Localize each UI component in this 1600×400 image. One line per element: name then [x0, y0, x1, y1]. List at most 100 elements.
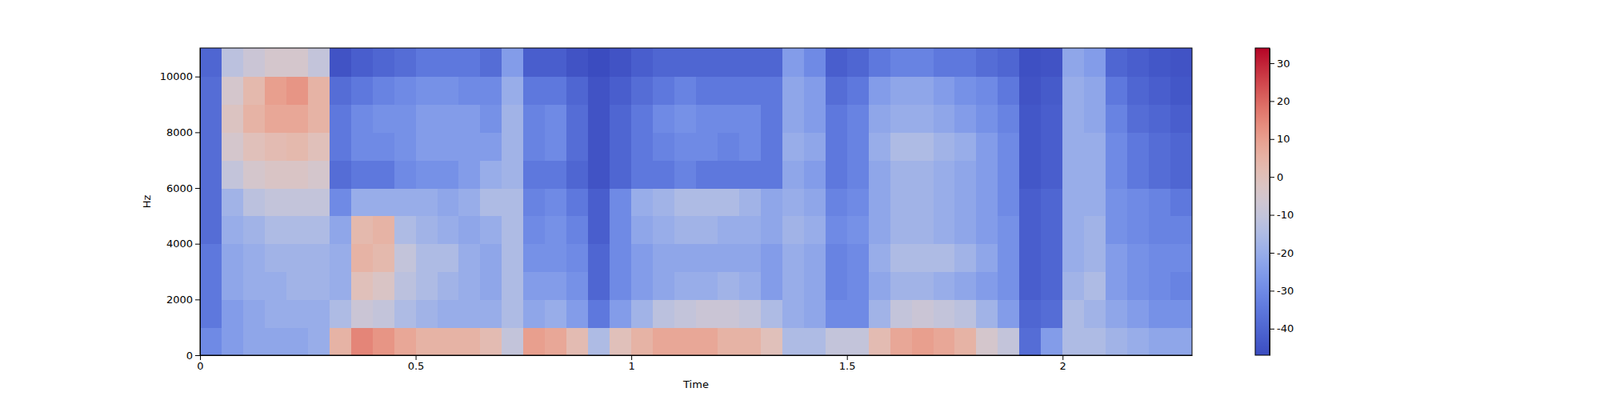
cell — [523, 327, 545, 356]
cell — [674, 244, 696, 272]
cell — [200, 216, 222, 244]
cell — [544, 48, 567, 77]
cell — [221, 244, 244, 272]
cell — [308, 327, 330, 356]
cell — [739, 160, 761, 188]
cell — [782, 244, 804, 272]
cell — [566, 327, 588, 356]
cell — [394, 272, 416, 300]
cell — [825, 48, 848, 77]
cell — [523, 272, 545, 300]
cell — [1019, 327, 1041, 356]
cell — [351, 48, 373, 77]
cell — [674, 188, 696, 216]
cell — [264, 327, 287, 356]
cell — [890, 160, 912, 188]
cell — [221, 48, 244, 77]
cell — [437, 216, 460, 244]
cell — [997, 244, 1020, 272]
cell — [609, 272, 632, 300]
cell — [566, 132, 588, 160]
cell — [847, 48, 869, 77]
cell — [458, 216, 480, 244]
cell — [351, 244, 373, 272]
cell — [609, 216, 632, 244]
cell — [588, 160, 610, 188]
cell — [933, 272, 956, 300]
cell — [1105, 48, 1128, 77]
cell — [523, 188, 545, 216]
colorbar-tick: 30 — [1269, 57, 1291, 70]
cell — [1127, 299, 1149, 328]
cell — [717, 160, 740, 188]
cell — [264, 299, 287, 328]
cell — [243, 48, 265, 77]
cell — [372, 132, 395, 160]
cell — [631, 272, 653, 300]
cell — [566, 244, 588, 272]
cell — [394, 327, 416, 356]
cell — [372, 272, 395, 300]
cell — [1019, 299, 1041, 328]
cell — [1019, 160, 1041, 188]
y-tick-mark — [195, 76, 200, 78]
cell — [1105, 76, 1128, 105]
cell — [696, 48, 718, 77]
cell — [544, 272, 567, 300]
cell — [739, 76, 761, 105]
cell — [308, 132, 330, 160]
chart: 00.511.520200040006000800010000TimeHz-40… — [0, 0, 1600, 400]
cell — [696, 327, 718, 356]
cell — [976, 104, 998, 133]
cell — [394, 132, 416, 160]
cell — [739, 132, 761, 160]
colorbar-tick: -20 — [1269, 247, 1294, 260]
cell — [782, 272, 804, 300]
y-tick: 8000 — [166, 126, 200, 139]
cell — [566, 272, 588, 300]
cell — [523, 244, 545, 272]
cell — [264, 188, 287, 216]
y-tick-label: 0 — [186, 349, 193, 362]
cell — [674, 160, 696, 188]
cell — [825, 272, 848, 300]
colorbar-tick: -30 — [1269, 284, 1294, 297]
cell — [372, 244, 395, 272]
cell — [1019, 48, 1041, 77]
cell — [1084, 48, 1106, 77]
cell — [1148, 160, 1171, 188]
cell — [523, 132, 545, 160]
x-tick: 1.5 — [839, 355, 856, 372]
y-tick-label: 2000 — [166, 293, 193, 306]
cell — [652, 188, 675, 216]
cell — [933, 188, 956, 216]
cell — [804, 188, 826, 216]
cell — [1019, 104, 1041, 133]
cell — [1148, 244, 1171, 272]
cell — [264, 244, 287, 272]
cell — [674, 216, 696, 244]
cell — [1148, 188, 1171, 216]
cell — [1062, 48, 1084, 77]
cell — [976, 160, 998, 188]
y-tick-mark — [195, 188, 200, 189]
cell — [997, 160, 1020, 188]
cell — [976, 216, 998, 244]
cell — [351, 299, 373, 328]
cell — [286, 216, 308, 244]
cell — [351, 76, 373, 105]
cell — [286, 299, 308, 328]
cell — [717, 272, 740, 300]
cell — [717, 216, 740, 244]
cell — [696, 160, 718, 188]
cell — [372, 216, 395, 244]
cell — [890, 244, 912, 272]
cell — [717, 299, 740, 328]
cell — [200, 272, 222, 300]
cell — [458, 244, 480, 272]
cell — [523, 48, 545, 77]
colorbar-tick-mark — [1269, 252, 1275, 254]
cell — [416, 132, 438, 160]
cell — [674, 48, 696, 77]
cell — [372, 327, 395, 356]
